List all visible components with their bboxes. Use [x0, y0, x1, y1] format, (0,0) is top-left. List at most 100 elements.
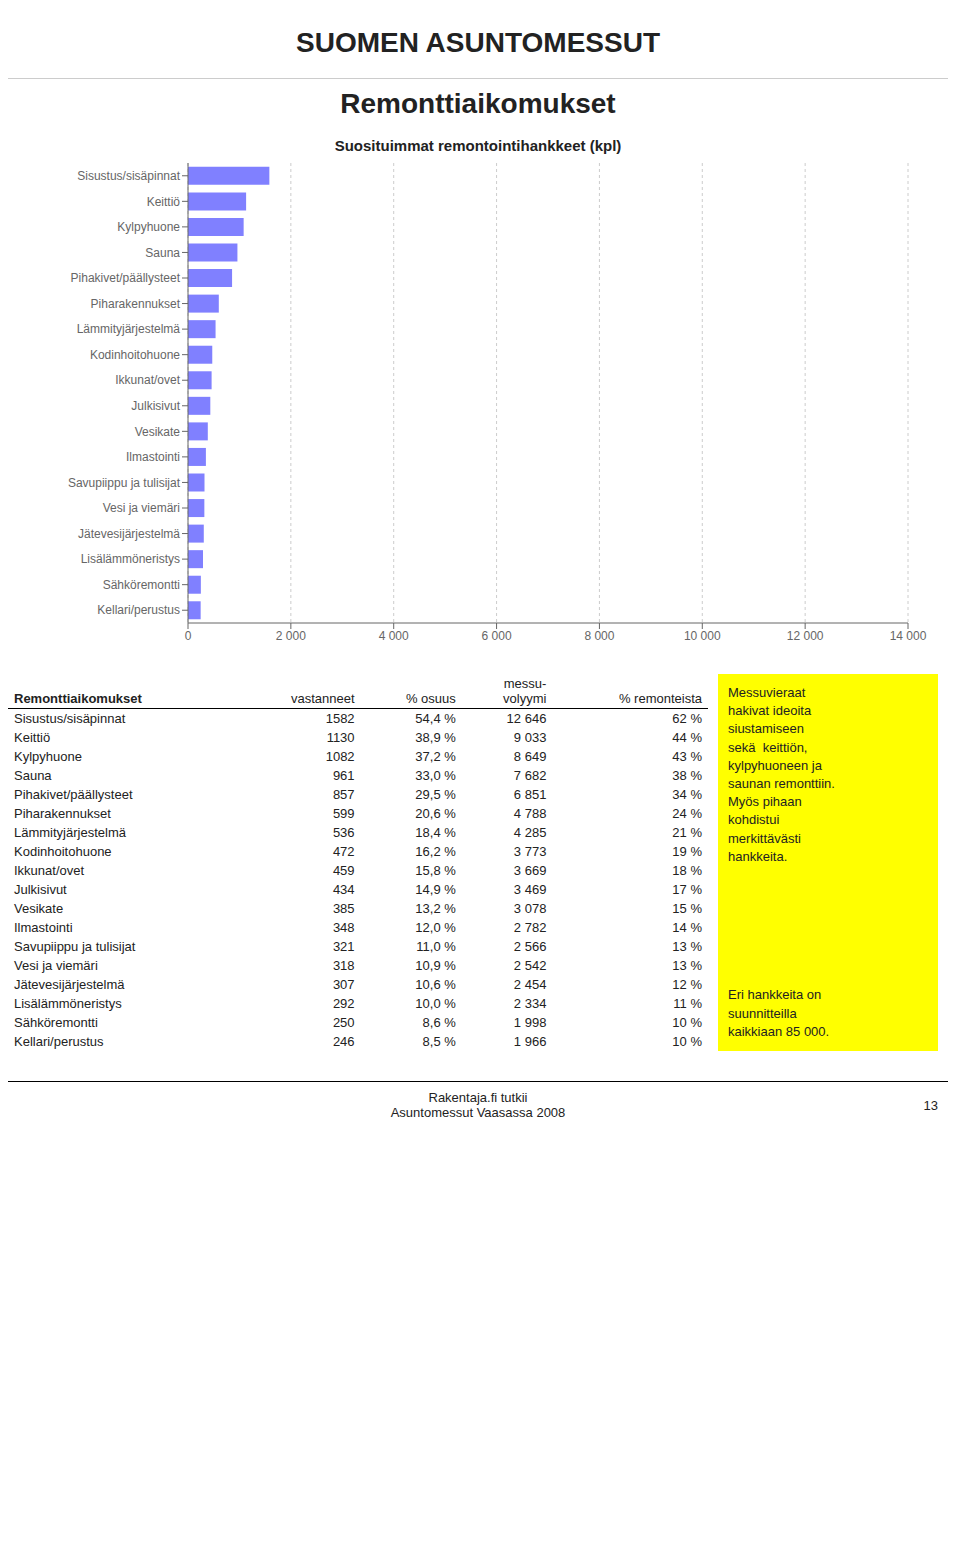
svg-text:12 000: 12 000 [787, 629, 824, 643]
svg-text:Sähköremontti: Sähköremontti [103, 578, 180, 592]
svg-text:Lämmityjärjestelmä: Lämmityjärjestelmä [77, 322, 181, 336]
html-text:33,0 %: 33,0 % [415, 768, 456, 783]
html-text:18,4 %: 18,4 % [415, 825, 456, 840]
html-text:Sauna: Sauna [14, 768, 52, 783]
html-text:3 469: 3 469 [513, 882, 547, 897]
html-text:43 %: 43 % [672, 749, 702, 764]
html-text:599: 599 [332, 806, 355, 821]
html-text:8 649: 8 649 [513, 749, 547, 764]
html-text:15 %: 15 % [672, 901, 702, 916]
html-text:19 %: 19 % [672, 844, 702, 859]
html-text:vastanneet: vastanneet [291, 691, 355, 706]
html-text:16,2 %: 16,2 % [415, 844, 456, 859]
html-text:Messuvieraat hakivat ideoita s: Messuvieraat hakivat ideoita siustamisee… [728, 685, 835, 864]
html-text:Ilmastointi: Ilmastointi [14, 920, 73, 935]
html-text:1130: 1130 [326, 730, 355, 745]
svg-text:0: 0 [185, 629, 192, 643]
html-text:321: 321 [332, 939, 355, 954]
svg-text:Jätevesijärjestelmä: Jätevesijärjestelmä [78, 527, 180, 541]
html-text:3 078: 3 078 [513, 901, 547, 916]
html-text:% osuus: % osuus [406, 691, 456, 706]
svg-text:Kodinhoitohuone: Kodinhoitohuone [90, 348, 180, 362]
html-text:2 566: 2 566 [513, 939, 547, 954]
html-text:2 782: 2 782 [513, 920, 547, 935]
svg-text:Keittiö: Keittiö [147, 195, 181, 209]
html-text:14,9 %: 14,9 % [415, 882, 456, 897]
svg-text:2 000: 2 000 [276, 629, 306, 643]
html-text:1082: 1082 [325, 749, 355, 764]
html-text:Suosituimmat remontointihankke: Suosituimmat remontointihankkeet (kpl) [334, 137, 622, 154]
html-text:Piharakennukset: Piharakennukset [14, 806, 111, 821]
html-text:14 %: 14 % [672, 920, 702, 935]
svg-text:Kellari/perustus: Kellari/perustus [97, 603, 180, 617]
html-text:Ikkunat/ovet: Ikkunat/ovet [14, 863, 85, 878]
html-text:459: 459 [332, 863, 355, 878]
html-text:Vesikate: Vesikate [14, 901, 64, 916]
svg-text:Piharakennukset: Piharakennukset [91, 297, 181, 311]
html-text:11,0 %: 11,0 % [416, 939, 456, 954]
html-text:Savupiippu ja tulisijat: Savupiippu ja tulisijat [14, 939, 136, 954]
html-text:Kylpyhuone: Kylpyhuone [14, 749, 82, 764]
svg-text:Lisälämmöneristys: Lisälämmöneristys [81, 552, 180, 566]
html-text:385: 385 [332, 901, 355, 916]
html-text:12 646: 12 646 [506, 711, 547, 726]
html-text:472: 472 [332, 844, 355, 859]
html-text:4 788: 4 788 [513, 806, 547, 821]
html-text:44 %: 44 % [672, 730, 702, 745]
html-text:3 773: 3 773 [513, 844, 547, 859]
html-text:54,4 %: 54,4 % [415, 711, 456, 726]
html-text:536: 536 [332, 825, 355, 840]
html-text:62 %: 62 % [672, 711, 702, 726]
html-text:9 033: 9 033 [513, 730, 547, 745]
html-text:29,5 %: 29,5 % [415, 787, 456, 802]
html-text:Pihakivet/päällysteet: Pihakivet/päällysteet [14, 787, 133, 802]
html-text:% remonteista: % remonteista [618, 691, 702, 706]
html-text:17 %: 17 % [672, 882, 702, 897]
html-text:15,8 %: 15,8 % [415, 863, 456, 878]
html-text:Remonttiaikomukset: Remonttiaikomukset [14, 691, 142, 706]
html-text:SUOMEN ASUNTOMESSUT: SUOMEN ASUNTOMESSUT [296, 27, 660, 58]
html-text:20,6 %: 20,6 % [415, 806, 456, 821]
html-text:3 669: 3 669 [513, 863, 547, 878]
svg-text:Ikkunat/ovet: Ikkunat/ovet [115, 373, 180, 387]
html-text:7 682: 7 682 [513, 768, 547, 783]
html-text:21 %: 21 % [672, 825, 702, 840]
html-text:Julkisivut: Julkisivut [14, 882, 67, 897]
html-text:38,9 %: 38,9 % [415, 730, 456, 745]
svg-text:14 000: 14 000 [890, 629, 927, 643]
svg-text:Pihakivet/päällysteet: Pihakivet/päällysteet [71, 271, 181, 285]
html-text:24 %: 24 % [672, 806, 702, 821]
svg-text:Savupiippu ja tulisijat: Savupiippu ja tulisijat [68, 476, 181, 490]
html-text:12,0 %: 12,0 % [415, 920, 456, 935]
svg-text:Ilmastointi: Ilmastointi [126, 450, 180, 464]
html-text:38 %: 38 % [672, 768, 702, 783]
html-text:18 %: 18 % [672, 863, 702, 878]
html-text:961: 961 [332, 768, 355, 783]
html-text:1582: 1582 [325, 711, 355, 726]
svg-text:Sauna: Sauna [145, 246, 180, 260]
svg-text:8 000: 8 000 [584, 629, 614, 643]
svg-text:Sisustus/sisäpinnat: Sisustus/sisäpinnat [77, 169, 180, 183]
html-text:4 285: 4 285 [513, 825, 547, 840]
html-text:13,2 %: 13,2 % [415, 901, 456, 916]
html-text:37,2 %: 37,2 % [415, 749, 456, 764]
html-text:Remonttiaikomukset: Remonttiaikomukset [340, 88, 616, 119]
svg-text:Vesi ja viemäri: Vesi ja viemäri [103, 501, 180, 515]
svg-text:Julkisivut: Julkisivut [131, 399, 180, 413]
svg-text:Kylpyhuone: Kylpyhuone [117, 220, 180, 234]
html-text:Kodinhoitohuone: Kodinhoitohuone [14, 844, 112, 859]
html-text:434: 434 [332, 882, 355, 897]
html-text:Eri hankkeita on suunnitteilla: Eri hankkeita on suunnitteilla kaikkiaan… [728, 987, 830, 1039]
html-text:Keittiö: Keittiö [14, 730, 51, 745]
html-text:Lämmityjärjestelmä: Lämmityjärjestelmä [14, 825, 126, 840]
html-text:348: 348 [332, 920, 355, 935]
svg-text:6 000: 6 000 [482, 629, 512, 643]
svg-text:Vesikate: Vesikate [135, 425, 181, 439]
html-text:34 %: 34 % [672, 787, 702, 802]
svg-text:4 000: 4 000 [379, 629, 409, 643]
html-text:messu- volyymi: messu- volyymi [503, 676, 547, 706]
html-text:857: 857 [332, 787, 355, 802]
svg-text:10 000: 10 000 [684, 629, 721, 643]
html-text:Sisustus/sisäpinnat: Sisustus/sisäpinnat [14, 711, 126, 726]
html-text:6 851: 6 851 [513, 787, 547, 802]
